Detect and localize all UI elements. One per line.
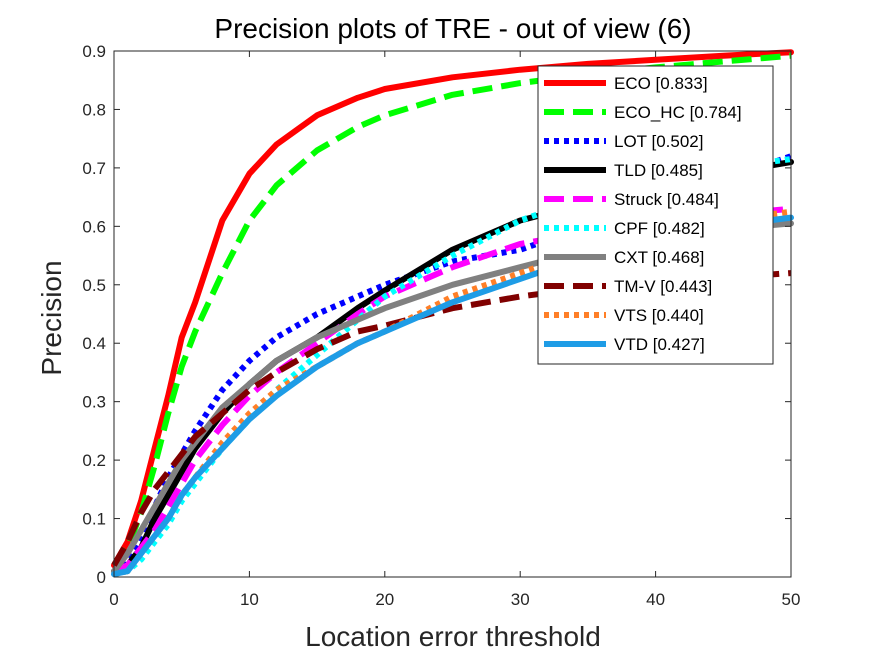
chart-title: Precision plots of TRE - out of view (6) (214, 13, 691, 44)
axis-ticks: 0 0.1 0.2 0.3 0.4 0.5 0.6 0.7 0.8 0.9 0 10 20 30 40 50 (82, 42, 800, 609)
series-line-1 (111, 49, 794, 569)
x-tick-label: 40 (646, 590, 665, 609)
legend-label-1: ECO [0.833] (614, 74, 708, 93)
legend-label-3: LOT [0.502] (614, 132, 703, 151)
y-tick-label: 0.8 (82, 100, 106, 119)
y-tick-label: 0.1 (82, 510, 106, 529)
y-tick-label: 0.5 (82, 276, 106, 295)
legend-label-5: Struck [0.484] (614, 190, 719, 209)
x-tick-label: 30 (511, 590, 530, 609)
x-tick-label: 20 (375, 590, 394, 609)
legend-label-8: TM-V [0.443] (614, 277, 712, 296)
legend-label-7: CXT [0.468] (614, 248, 704, 267)
y-tick-label: 0.7 (82, 159, 106, 178)
legend-label-9: VTS [0.440] (614, 306, 704, 325)
y-tick-label: 0.2 (82, 451, 106, 470)
series-line-6 (113, 156, 792, 578)
y-tick-label: 0 (97, 568, 106, 587)
y-tick-label: 0.9 (82, 42, 106, 61)
legend: ECO [0.833] ECO_HC [0.784] LOT [0.502] TLD … (537, 65, 774, 365)
x-tick-label: 10 (240, 590, 259, 609)
y-tick-label: 0.6 (82, 217, 106, 236)
y-tick-label: 0.4 (82, 334, 106, 353)
x-axis-label: Location error threshold (305, 621, 601, 652)
x-tick-label: 50 (782, 590, 801, 609)
legend-label-10: VTD [0.427] (614, 335, 705, 354)
legend-label-4: TLD [0.485] (614, 161, 703, 180)
series-line-5 (112, 205, 792, 574)
legend-box (537, 65, 774, 365)
legend-label-2: ECO_HC [0.784] (614, 103, 742, 122)
plot-frame (113, 50, 792, 578)
legend-label-6: CPF [0.482] (614, 219, 705, 238)
x-tick-label: 0 (109, 590, 118, 609)
y-axis-label: Precision (36, 260, 67, 375)
y-tick-label: 0.3 (82, 393, 106, 412)
